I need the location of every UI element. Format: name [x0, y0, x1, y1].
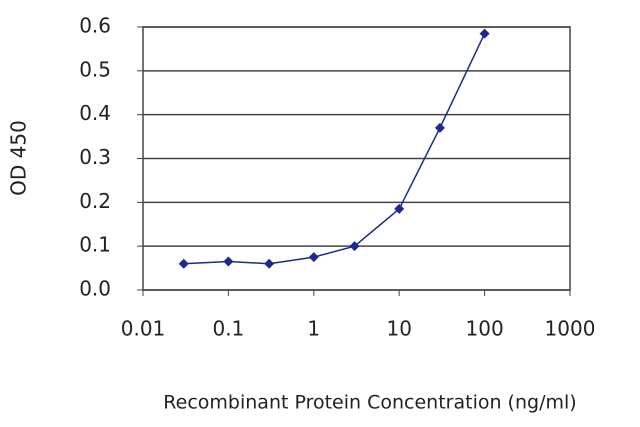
y-tick-label: 0.0 [79, 277, 111, 301]
data-point [479, 28, 490, 39]
data-point [394, 203, 405, 214]
data-point [349, 241, 360, 252]
y-tick-label: 0.4 [79, 101, 111, 125]
x-tick-label: 100 [466, 317, 504, 341]
y-axis-label: OD 450 [7, 120, 31, 196]
data-point [178, 258, 189, 269]
y-tick-label: 0.3 [79, 145, 111, 169]
y-tick-label: 0.6 [79, 14, 111, 38]
series-line [183, 33, 486, 265]
x-tick-label: 0.01 [121, 317, 166, 341]
y-tick-label: 0.5 [79, 57, 111, 81]
data-point [264, 258, 275, 269]
data-point [434, 122, 445, 133]
data-point [223, 256, 234, 267]
x-tick-label: 10 [386, 317, 411, 341]
y-tick-label: 0.2 [79, 189, 111, 213]
x-tick-label: 1 [307, 317, 320, 341]
x-axis-label: Recombinant Protein Concentration (ng/ml… [163, 392, 576, 414]
x-tick-label: 0.1 [212, 317, 244, 341]
data-point [308, 252, 319, 263]
x-tick-label: 1000 [545, 317, 596, 341]
y-tick-label: 0.1 [79, 233, 111, 257]
